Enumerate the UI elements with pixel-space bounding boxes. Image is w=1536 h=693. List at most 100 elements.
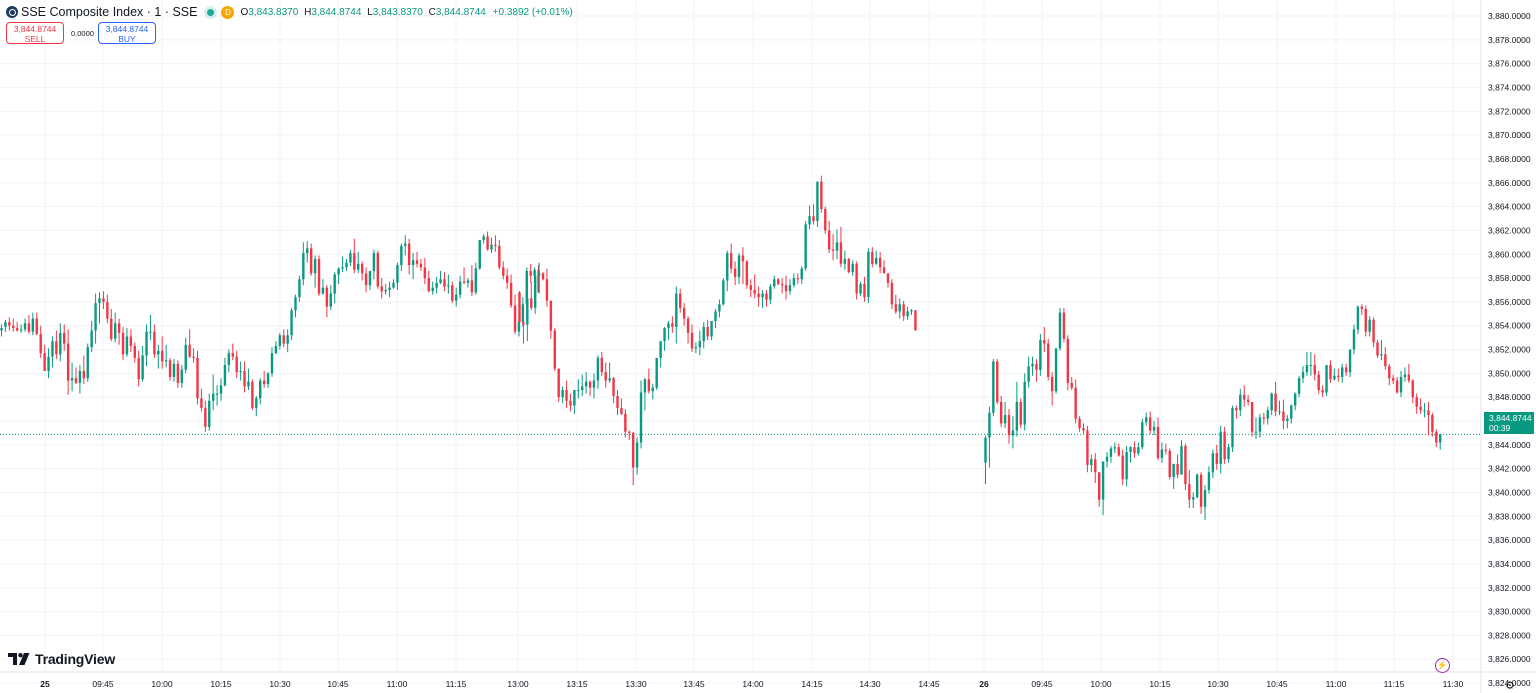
data-delay-badge[interactable]: D: [221, 5, 235, 19]
candle: [530, 281, 533, 311]
candle: [1164, 443, 1168, 455]
candle-body: [914, 310, 917, 331]
candle-body: [647, 379, 651, 392]
candle: [63, 324, 66, 351]
candle-body: [1211, 453, 1215, 473]
bar-countdown: 00:39: [1489, 423, 1511, 433]
candle: [565, 380, 568, 408]
candle: [702, 322, 705, 349]
candle: [357, 251, 360, 274]
sell-button[interactable]: 3,844.8744 SELL: [6, 22, 64, 44]
candle: [208, 393, 211, 431]
tradingview-logo[interactable]: TradingView: [8, 651, 115, 667]
candle-body: [43, 353, 46, 371]
candle: [376, 250, 380, 289]
candle: [1344, 363, 1348, 376]
candle: [1266, 406, 1269, 425]
candle: [1411, 379, 1414, 404]
candle-body: [1352, 329, 1356, 350]
candle: [231, 343, 234, 361]
candle-body: [133, 345, 136, 358]
candle-body: [141, 355, 144, 380]
candle-body: [66, 343, 70, 381]
settings-gear-icon[interactable]: ⚙: [1505, 680, 1515, 692]
candle: [521, 297, 525, 327]
candle: [788, 279, 792, 295]
candle: [635, 437, 639, 475]
candle-body: [1125, 451, 1128, 480]
candle-body: [1039, 340, 1042, 370]
candle: [1341, 363, 1344, 383]
candle-body: [137, 357, 140, 380]
candle-body: [722, 280, 725, 305]
lightning-icon[interactable]: ⚡: [1435, 658, 1450, 673]
candle: [596, 355, 600, 389]
candle-body: [345, 262, 348, 268]
candle: [94, 293, 97, 344]
candle: [780, 278, 784, 294]
candle: [875, 250, 878, 265]
candle: [247, 368, 250, 391]
candle: [451, 281, 454, 304]
candle-body: [1219, 431, 1222, 464]
symbol-title[interactable]: SSE Composite Index · 1 · SSE: [21, 5, 198, 19]
candle: [1070, 376, 1073, 391]
candle-body: [1321, 390, 1324, 393]
candle: [679, 288, 682, 313]
candle-body: [1419, 406, 1422, 411]
candle: [569, 393, 572, 412]
candle-body: [910, 310, 913, 312]
x-axis-tick-label: 13:45: [683, 679, 705, 689]
high-value: 3,844.8744: [311, 6, 362, 18]
y-axis-tick-label: 3,862.0000: [1488, 225, 1531, 235]
x-axis-tick-label: 14:30: [859, 679, 881, 689]
candle: [537, 264, 540, 293]
candle-body: [1199, 474, 1203, 507]
buy-button[interactable]: 3,844.8744 BUY: [98, 22, 156, 44]
candle-body: [270, 353, 274, 374]
candle-body: [1172, 463, 1175, 478]
candle: [259, 378, 262, 405]
candle-body: [1380, 354, 1383, 356]
candle-body: [1258, 417, 1262, 432]
candle: [1062, 307, 1066, 343]
candle: [384, 284, 387, 295]
candle-body: [1090, 459, 1093, 466]
candle: [321, 279, 325, 295]
candle-body: [1282, 411, 1285, 422]
candle: [125, 328, 129, 357]
candle-body: [1043, 340, 1046, 344]
candle: [698, 330, 702, 356]
candle: [1180, 440, 1183, 475]
buy-price: 3,844.8744: [105, 24, 149, 34]
candle-body: [1168, 450, 1171, 478]
candle: [1019, 398, 1022, 429]
candle-body: [415, 260, 419, 264]
candle: [573, 390, 576, 414]
candle-body: [180, 369, 184, 383]
candle-body: [1192, 497, 1195, 500]
candle-body: [474, 268, 478, 293]
candle: [851, 260, 854, 276]
candle-body: [145, 331, 148, 356]
candle-body: [70, 378, 74, 381]
candle-body: [549, 300, 553, 331]
candle-body: [820, 181, 823, 209]
candle: [1325, 365, 1328, 397]
candle: [1372, 317, 1375, 348]
candle: [1023, 373, 1026, 431]
candle-body: [1019, 401, 1022, 425]
candle: [898, 298, 901, 319]
candle-body: [1152, 426, 1156, 431]
candle: [1125, 446, 1128, 487]
candle-body: [1003, 415, 1007, 424]
candle: [1219, 425, 1222, 474]
candle: [686, 316, 690, 344]
candle-body: [82, 370, 86, 379]
candle: [620, 398, 623, 416]
candle-body: [157, 350, 160, 355]
candle-body: [396, 264, 399, 283]
y-axis-tick-label: 3,852.0000: [1488, 345, 1531, 355]
candle-body: [1156, 426, 1160, 458]
